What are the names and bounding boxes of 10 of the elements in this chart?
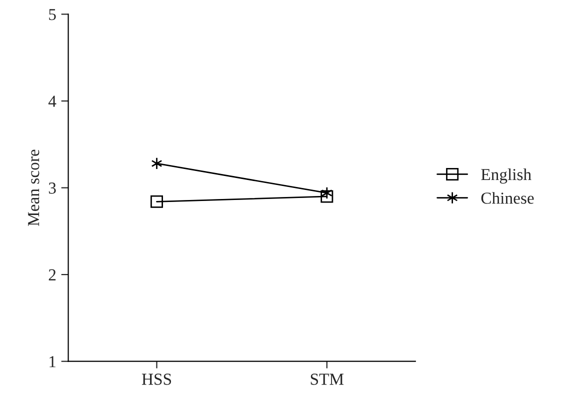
legend-label: Chinese [481, 192, 534, 204]
y-tick-label: 5 [49, 9, 56, 20]
x-tick-label: STM [310, 374, 344, 385]
y-tick-label: 4 [48, 96, 56, 107]
y-tick-label: 2 [48, 269, 56, 280]
y-axis-title: Mean score [28, 150, 40, 226]
y-tick-label: 3 [48, 182, 56, 194]
legend-label: English [481, 168, 532, 184]
y-tick-label: 1 [50, 356, 56, 368]
x-tick-label: HSS [142, 374, 172, 385]
